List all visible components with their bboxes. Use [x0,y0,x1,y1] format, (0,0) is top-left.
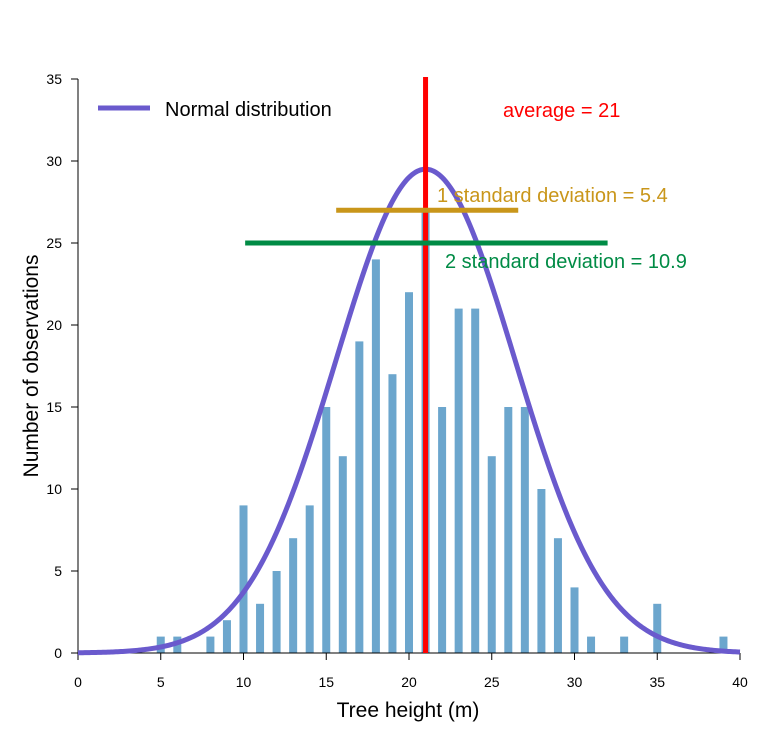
x-tick-label: 35 [649,674,665,690]
histogram-bar [620,636,629,653]
x-tick-label: 15 [318,674,334,690]
x-tick-label: 30 [567,674,583,690]
histogram-bar [454,308,463,653]
histogram-bar [206,636,215,653]
histogram-bar [653,603,662,653]
histogram-bar [338,456,347,653]
histogram-bar [719,636,728,653]
histogram-bar [355,341,364,653]
y-tick-label: 5 [54,563,62,579]
x-tick-label: 20 [401,674,417,690]
y-tick-label: 20 [46,317,62,333]
histogram-bar [520,407,529,653]
histogram-bars [156,210,728,653]
histogram-bar [471,308,480,653]
x-tick-label: 0 [74,674,82,690]
histogram-bar [570,587,579,653]
histogram-bar [537,489,546,653]
y-axis-title: Number of observations [20,255,43,478]
legend-label: Normal distribution [165,99,332,121]
legend: Normal distribution [98,99,332,121]
y-tick-label: 15 [46,399,62,415]
x-axis-title: Tree height (m) [337,699,480,722]
x-tick-label: 25 [484,674,500,690]
y-tick-label: 30 [46,153,62,169]
histogram-bar [388,374,397,653]
y-tick-label: 35 [46,71,62,87]
normal-distribution-curve [77,166,741,656]
y-tick-label: 10 [46,481,62,497]
x-tick-label: 10 [236,674,252,690]
histogram-bar [438,407,447,653]
histogram-bar [305,505,314,653]
histogram-bar [272,571,281,653]
x-tick-label: 5 [157,674,165,690]
axes: 0 5 10 15 20 25 30 35 40 0 5 10 15 20 25 30 35 [46,71,748,690]
y-tick-label: 0 [54,645,62,661]
histogram-bar [487,456,496,653]
histogram-bar [239,505,248,653]
histogram-bar [504,407,513,653]
histogram-bar [256,603,265,653]
histogram-bar [371,259,380,653]
x-tick-label: 40 [732,674,748,690]
two-sd-label: 2 standard deviation = 10.9 [445,251,687,273]
histogram-bar [322,407,331,653]
y-tick-label: 25 [46,235,62,251]
histogram-bar [405,292,413,653]
one-sd-label: 1 standard deviation = 5.4 [437,185,668,207]
histogram-bar [222,620,231,653]
average-label: average = 21 [503,100,620,122]
histogram-bar [289,538,298,653]
histogram-bar [553,538,562,653]
histogram-bar [587,636,596,653]
